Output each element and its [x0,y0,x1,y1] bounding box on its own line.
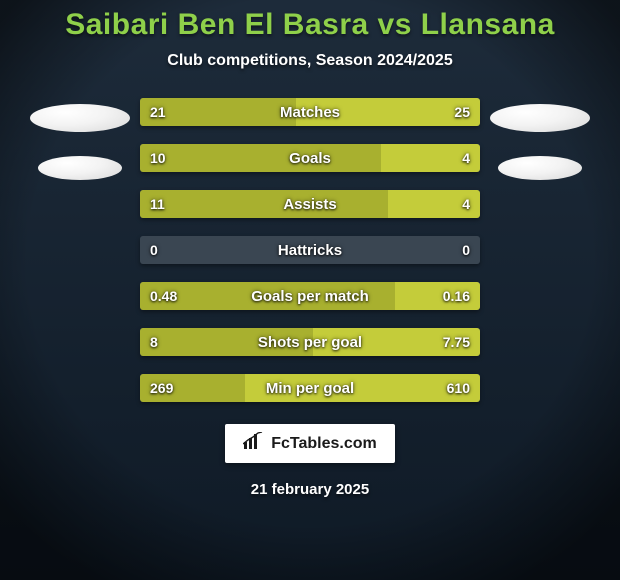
stat-row: 00Hattricks [140,236,480,264]
brand-box[interactable]: FcTables.com [225,424,395,463]
stat-label: Goals per match [140,282,480,310]
player-left-avatar-placeholder-small [38,156,122,180]
stat-row: 87.75Shots per goal [140,328,480,356]
stat-row: 104Goals [140,144,480,172]
stat-row: 114Assists [140,190,480,218]
player-right-avatar-placeholder-small [498,156,582,180]
content-root: Saibari Ben El Basra vs Llansana Club co… [0,0,620,580]
right-avatar-column [480,98,600,180]
left-avatar-column [20,98,140,180]
brand-chart-icon [243,432,263,455]
player-left-avatar-placeholder [30,104,130,132]
footer-date: 21 february 2025 [251,481,369,498]
stat-label: Matches [140,98,480,126]
stat-row: 0.480.16Goals per match [140,282,480,310]
stat-label: Assists [140,190,480,218]
stat-label: Goals [140,144,480,172]
stat-label: Hattricks [140,236,480,264]
stat-row: 269610Min per goal [140,374,480,402]
comparison-title: Saibari Ben El Basra vs Llansana [65,8,555,42]
main-row: 2125Matches 104Goals 114Assists 00Hattricks… [0,98,620,402]
player-right-avatar-placeholder [490,104,590,132]
stat-label: Shots per goal [140,328,480,356]
comparison-subtitle: Club competitions, Season 2024/2025 [167,52,452,70]
stat-row: 2125Matches [140,98,480,126]
brand-text: FcTables.com [271,435,377,453]
stats-bars-column: 2125Matches 104Goals 114Assists 00Hattricks… [140,98,480,402]
stat-label: Min per goal [140,374,480,402]
